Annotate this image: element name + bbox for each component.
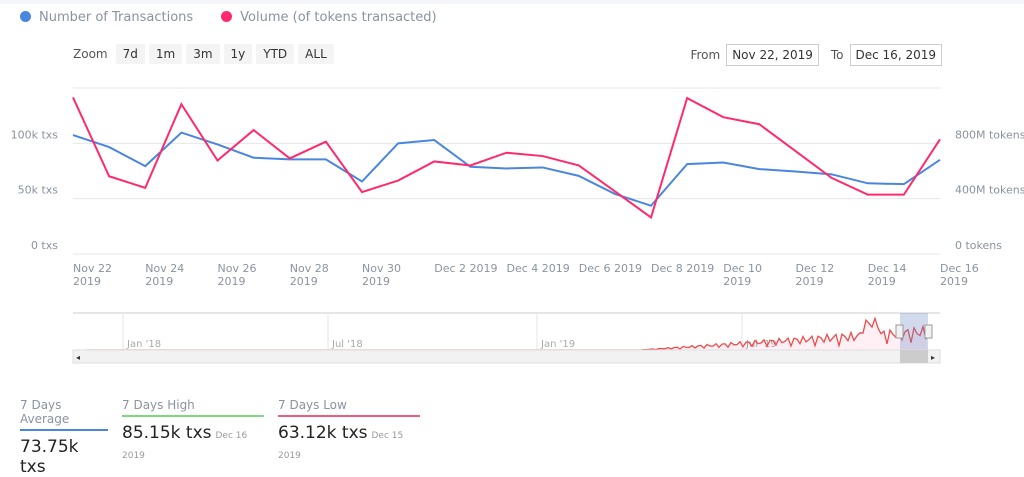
- x-tick-label: Dec 4 2019: [507, 262, 570, 275]
- stat-value: 63.12k txs: [278, 423, 368, 443]
- navigator-label: Jan '19: [540, 339, 575, 350]
- scroll-left-arrow-icon[interactable]: ◂: [76, 353, 80, 362]
- y-right-tick-label: 800M tokens: [955, 128, 1024, 141]
- y-left-tick-label: 0 txs: [31, 239, 58, 252]
- x-tick-label: Nov 24: [145, 262, 184, 275]
- stat-value: 73.75k txs: [20, 437, 79, 477]
- x-tick-label-year: 2019: [362, 275, 390, 288]
- stat-value: 85.15k txs: [122, 423, 212, 443]
- x-tick-label: Dec 8 2019: [651, 262, 714, 275]
- navigator-left-handle[interactable]: [896, 325, 903, 338]
- stat-label: 7 Days Low: [278, 398, 420, 417]
- x-tick-label-year: 2019: [218, 275, 246, 288]
- navigator-right-handle[interactable]: [925, 325, 932, 338]
- y-left-tick-label: 50k txs: [18, 184, 59, 197]
- y-right-tick-label: 400M tokens: [955, 184, 1024, 197]
- x-tick-label: Nov 28: [290, 262, 329, 275]
- main-chart: 0 txs 50k txs 100k txs 0 tokens 400M tokens 8…: [0, 0, 1024, 380]
- y-right-tick-label: 0 tokens: [955, 239, 1002, 252]
- x-tick-label: Dec 10: [723, 262, 762, 275]
- x-tick-label-year: 2019: [145, 275, 173, 288]
- x-tick-label: Nov 26: [218, 262, 257, 275]
- stat-label: 7 Days Average: [20, 398, 108, 431]
- navigator-area: [86, 318, 928, 350]
- x-tick-label: Dec 6 2019: [579, 262, 642, 275]
- navigator-label: Jul '18: [331, 339, 363, 350]
- x-tick-label-year: 2019: [723, 275, 751, 288]
- navigator-scrollbar-track[interactable]: [73, 350, 940, 363]
- stat-label: 7 Days High: [122, 398, 264, 417]
- navigator-scrollbar-thumb[interactable]: [900, 350, 928, 363]
- navigator-label: Jan '18: [126, 339, 161, 350]
- x-tick-label: Dec 14: [868, 262, 907, 275]
- x-tick-label-year: 2019: [940, 275, 968, 288]
- x-tick-label: Dec 12: [796, 262, 835, 275]
- stat-average: 7 Days Average 73.75k txs: [20, 398, 108, 477]
- x-tick-label: Dec 2 2019: [434, 262, 497, 275]
- series-line-volume: [73, 97, 940, 217]
- x-tick-label-year: 2019: [290, 275, 318, 288]
- x-tick-label: Dec 16: [940, 262, 979, 275]
- stats-panel: 7 Days Average 73.75k txs 7 Days High 85…: [20, 398, 420, 477]
- x-tick-label-year: 2019: [796, 275, 824, 288]
- x-tick-label-year: 2019: [73, 275, 101, 288]
- y-left-tick-label: 100k txs: [11, 128, 59, 141]
- navigator-selection: [900, 313, 928, 350]
- scroll-right-arrow-icon[interactable]: ▸: [931, 353, 935, 362]
- x-tick-label-year: 2019: [868, 275, 896, 288]
- x-tick-label: Nov 22: [73, 262, 112, 275]
- x-tick-label: Nov 30: [362, 262, 401, 275]
